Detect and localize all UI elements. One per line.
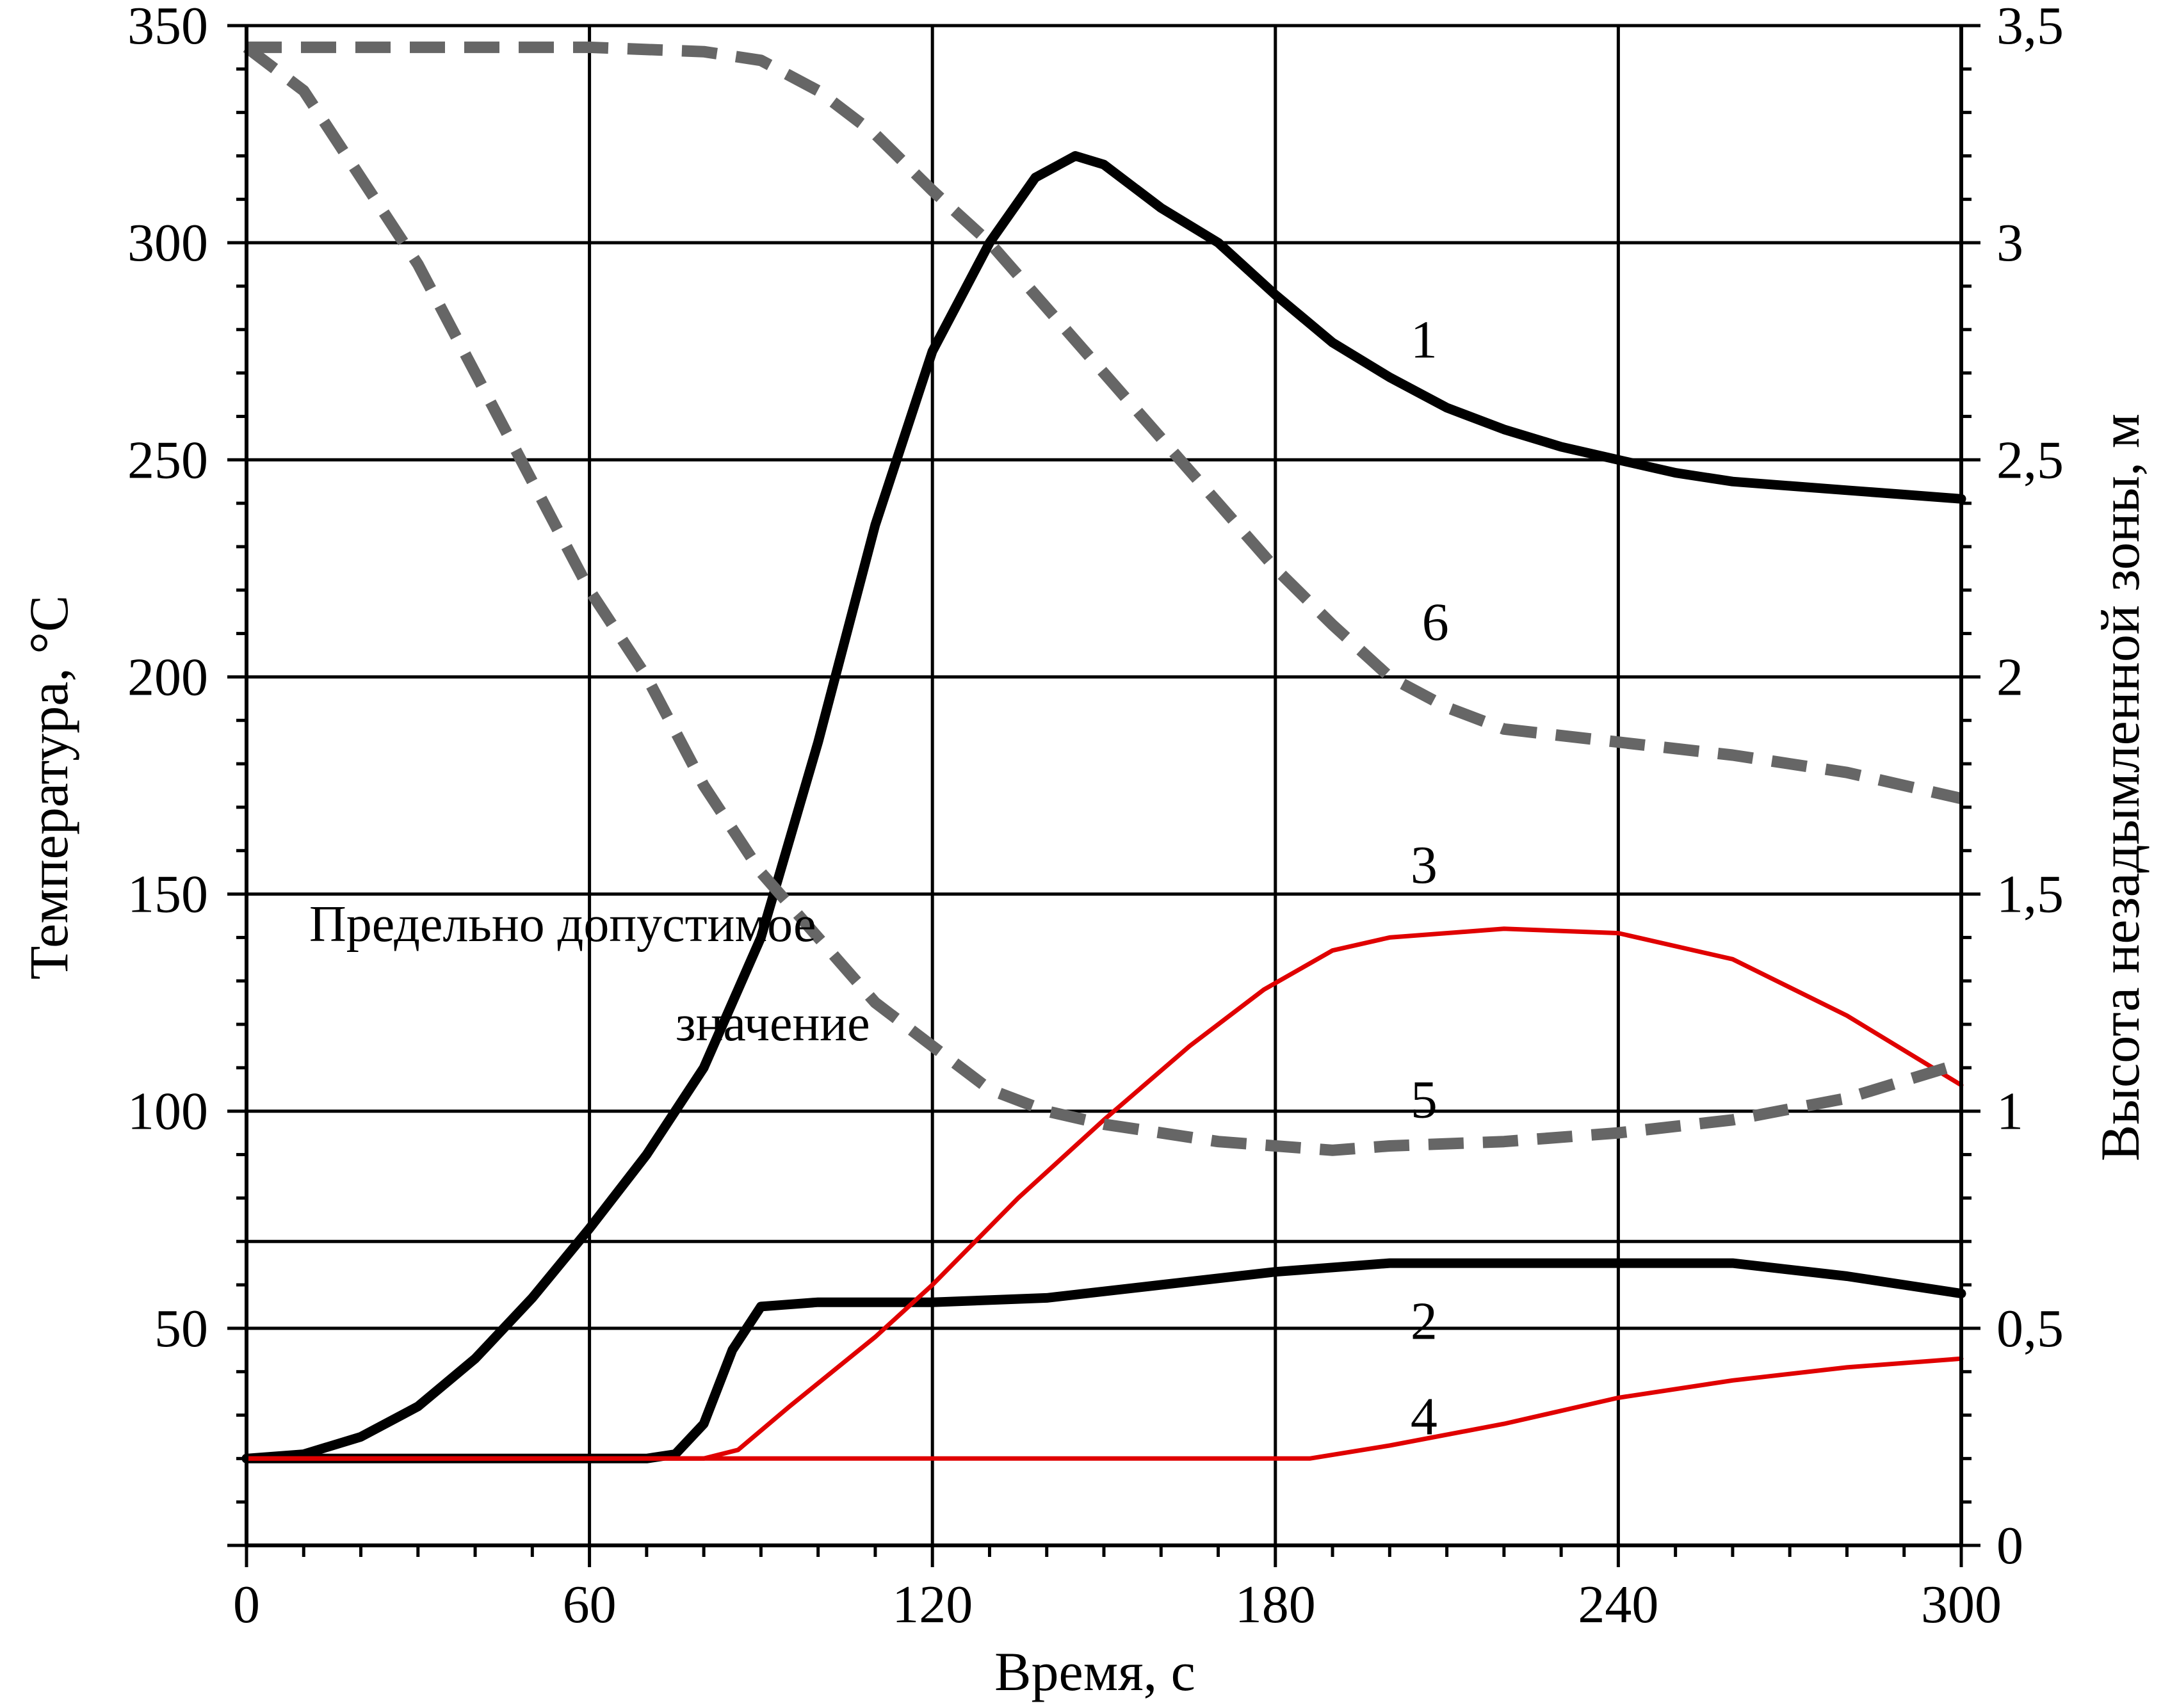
series-1-line: [241, 151, 1966, 1463]
y-left-tick-label: 100: [127, 1082, 208, 1141]
curve-label-3: 3: [1411, 835, 1437, 895]
curve-label-1: 1: [1411, 310, 1437, 369]
y-right-tick-label: 0,5: [1996, 1299, 2064, 1358]
x-tick-label: 120: [892, 1575, 973, 1634]
series-2-line: [241, 1258, 1966, 1463]
x-tick-label: 240: [1578, 1575, 1658, 1634]
series-4-line: [244, 1356, 1964, 1461]
x-tick-label: 300: [1921, 1575, 2002, 1634]
y-left-tick-label: 300: [127, 213, 208, 273]
x-tick-label: 180: [1235, 1575, 1316, 1634]
y-axis-left-title: Температура, °С: [18, 595, 79, 979]
series-3-line: [244, 926, 1964, 1461]
series-5-line: [243, 42, 1963, 1156]
curve-label-4: 4: [1411, 1387, 1437, 1447]
y-right-tick-label: 1: [1996, 1082, 2023, 1141]
plot-frame: [245, 26, 1963, 1547]
y-right-tick-label: 0: [1996, 1516, 2023, 1575]
y-axis-right-title: Высота незадымленной зоны, м: [2089, 414, 2151, 1161]
y-left-tick-label: 200: [127, 647, 208, 707]
series-6-line: [247, 41, 1963, 805]
y-right-tick-label: 2,5: [1996, 430, 2064, 490]
y-right-tick-label: 3,5: [1996, 0, 2064, 56]
ticks: [227, 24, 1980, 1567]
labels: 0 60 120 180 240 300 50 100 150 200 250 300 350 0 0,5 1…: [127, 0, 2064, 1634]
grid: [247, 24, 1961, 1545]
x-axis-title: Время, с: [994, 1641, 1195, 1702]
y-left-tick-label: 350: [127, 0, 208, 56]
x-tick-label: 60: [563, 1575, 617, 1634]
y-right-tick-label: 2: [1996, 647, 2023, 707]
y-right-tick-label: 3: [1996, 213, 2023, 273]
curve-label-6: 6: [1422, 592, 1449, 652]
x-tick-label: 0: [233, 1575, 260, 1634]
y-left-tick-label: 50: [154, 1299, 208, 1358]
curve-label-5: 5: [1411, 1070, 1437, 1129]
series-group: [241, 41, 1966, 1463]
threshold-label-line2: значение: [676, 995, 870, 1052]
y-right-tick-label: 1,5: [1996, 865, 2064, 924]
y-left-tick-label: 250: [127, 430, 208, 490]
curve-label-2: 2: [1411, 1291, 1437, 1351]
threshold-label-line1: Предельно допустимое: [309, 896, 816, 953]
y-left-tick-label: 150: [127, 865, 208, 924]
